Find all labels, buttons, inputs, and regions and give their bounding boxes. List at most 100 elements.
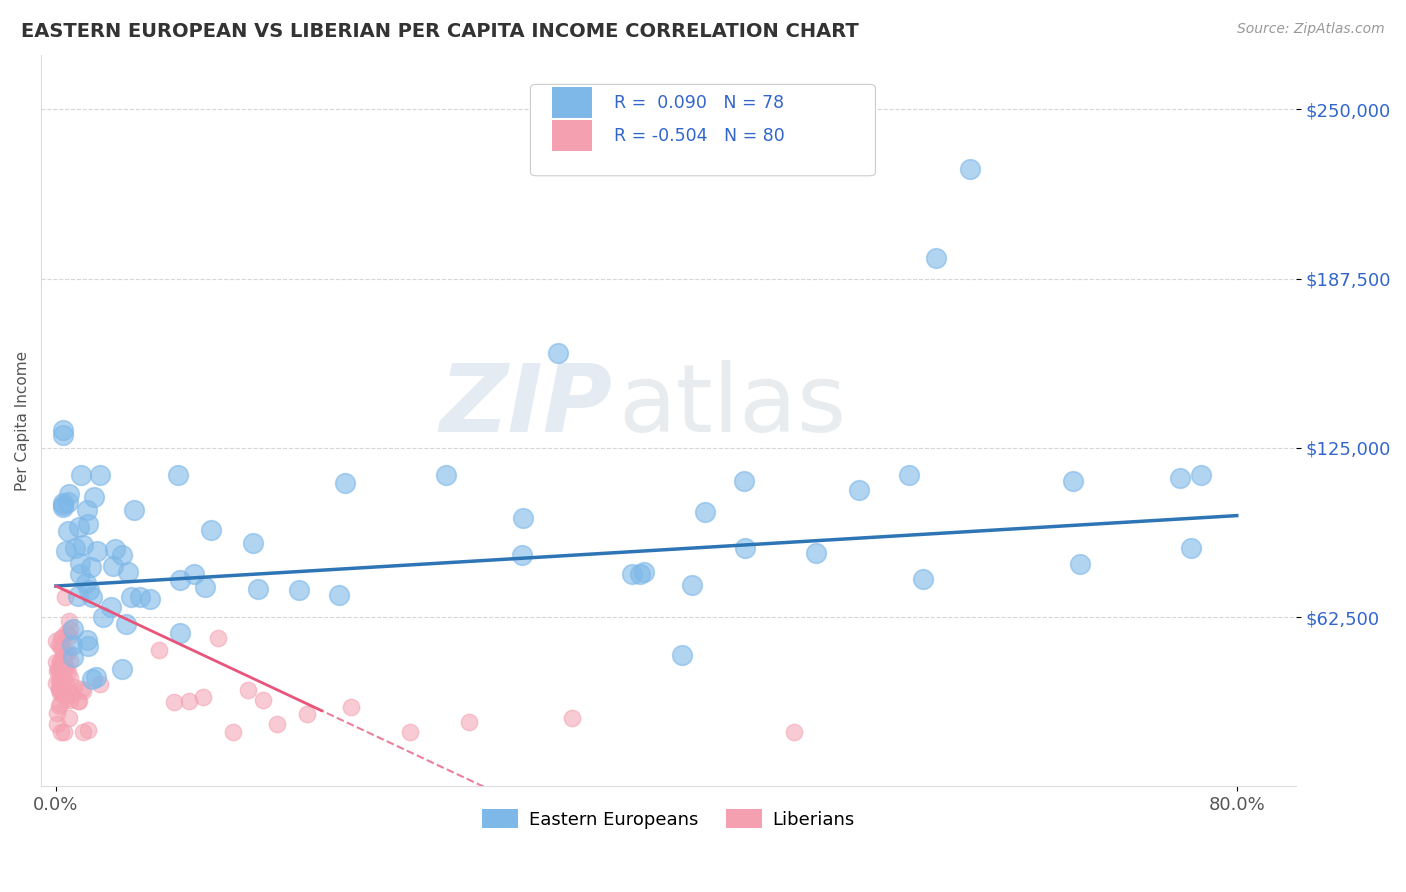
Text: EASTERN EUROPEAN VS LIBERIAN PER CAPITA INCOME CORRELATION CHART: EASTERN EUROPEAN VS LIBERIAN PER CAPITA … bbox=[21, 22, 859, 41]
Point bbox=[193, 690, 215, 705]
Point bbox=[62, 681, 84, 695]
Point bbox=[911, 572, 934, 586]
Point bbox=[52, 673, 75, 687]
Point bbox=[100, 599, 122, 614]
Point bbox=[49, 697, 72, 711]
Point bbox=[783, 725, 806, 739]
Point bbox=[183, 566, 205, 581]
Point bbox=[72, 725, 94, 739]
Point bbox=[77, 639, 100, 653]
Point bbox=[734, 541, 756, 556]
Point bbox=[55, 544, 77, 558]
Point bbox=[46, 661, 69, 675]
Point bbox=[52, 686, 75, 700]
Point bbox=[48, 654, 70, 668]
Bar bbox=[551, 120, 592, 151]
Point bbox=[48, 681, 70, 696]
Point bbox=[104, 541, 127, 556]
Text: atlas: atlas bbox=[619, 360, 846, 452]
Point bbox=[46, 706, 69, 720]
Point bbox=[340, 699, 363, 714]
Point bbox=[53, 688, 76, 702]
Point bbox=[621, 567, 644, 582]
Point bbox=[59, 687, 82, 701]
Point bbox=[52, 498, 75, 512]
Point bbox=[91, 610, 114, 624]
Point bbox=[76, 517, 98, 532]
Point bbox=[333, 475, 356, 490]
Point bbox=[129, 590, 152, 604]
Point bbox=[59, 692, 82, 706]
Point bbox=[67, 589, 90, 603]
Point bbox=[53, 590, 76, 604]
Point bbox=[1168, 471, 1191, 485]
Text: ZIP: ZIP bbox=[439, 360, 612, 452]
Point bbox=[288, 582, 311, 597]
Point bbox=[628, 567, 651, 582]
Text: Source: ZipAtlas.com: Source: ZipAtlas.com bbox=[1237, 22, 1385, 37]
Point bbox=[436, 467, 458, 482]
Point bbox=[111, 662, 134, 676]
Point bbox=[1180, 541, 1202, 556]
Point bbox=[49, 665, 72, 680]
Point bbox=[58, 524, 80, 538]
Point bbox=[46, 664, 69, 678]
Point bbox=[681, 578, 703, 592]
Point bbox=[89, 467, 111, 482]
Point bbox=[695, 505, 717, 519]
Point bbox=[252, 693, 274, 707]
Point bbox=[1062, 474, 1084, 488]
Point bbox=[52, 427, 75, 442]
Point bbox=[45, 656, 67, 670]
Point bbox=[77, 723, 100, 737]
Point bbox=[89, 677, 111, 691]
Point bbox=[51, 682, 73, 697]
Point bbox=[51, 676, 73, 690]
Point bbox=[60, 638, 83, 652]
Point bbox=[79, 582, 101, 597]
Point bbox=[547, 346, 569, 360]
Point bbox=[58, 665, 80, 679]
Point bbox=[561, 711, 583, 725]
Point bbox=[148, 642, 170, 657]
Point bbox=[48, 685, 70, 699]
Point bbox=[76, 503, 98, 517]
Point bbox=[236, 683, 259, 698]
Point bbox=[58, 645, 80, 659]
Point bbox=[52, 651, 75, 665]
Point bbox=[295, 706, 318, 721]
Point bbox=[52, 423, 75, 437]
Point bbox=[55, 692, 77, 706]
Point bbox=[84, 670, 107, 684]
Point bbox=[53, 672, 76, 686]
Point bbox=[51, 631, 73, 645]
Point bbox=[1069, 557, 1091, 571]
Point bbox=[110, 548, 132, 562]
Point bbox=[169, 573, 191, 587]
Point bbox=[83, 491, 105, 505]
Point bbox=[52, 725, 75, 739]
Bar bbox=[551, 87, 592, 118]
Point bbox=[55, 661, 77, 675]
Text: R = -0.504   N = 80: R = -0.504 N = 80 bbox=[614, 127, 785, 145]
Point bbox=[458, 715, 481, 730]
Point bbox=[633, 565, 655, 579]
Point bbox=[848, 483, 870, 497]
Point bbox=[62, 650, 84, 665]
Y-axis label: Per Capita Income: Per Capita Income bbox=[15, 351, 30, 491]
Point bbox=[48, 673, 70, 688]
Point bbox=[52, 680, 75, 694]
Point bbox=[48, 682, 70, 697]
Point bbox=[399, 725, 422, 739]
Point bbox=[51, 686, 73, 700]
Point bbox=[51, 640, 73, 655]
Point bbox=[66, 694, 89, 708]
FancyBboxPatch shape bbox=[530, 85, 876, 176]
Point bbox=[55, 626, 77, 640]
Point bbox=[207, 632, 229, 646]
Point bbox=[52, 500, 75, 514]
Point bbox=[671, 648, 693, 662]
Text: R =  0.090   N = 78: R = 0.090 N = 78 bbox=[614, 94, 785, 112]
Point bbox=[247, 582, 270, 597]
Point bbox=[49, 660, 72, 674]
